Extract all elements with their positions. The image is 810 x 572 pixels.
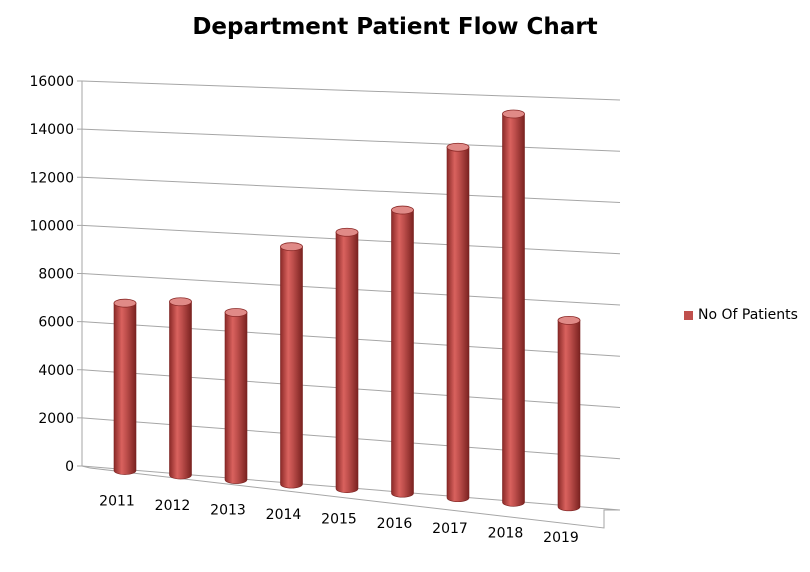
bar-top-2016 [391, 205, 414, 215]
bar-2013 [224, 312, 248, 484]
y-tick-label: 10000 [29, 218, 74, 234]
y-tick-label: 12000 [29, 170, 74, 186]
x-tick-label: 2019 [543, 530, 579, 546]
bar-2018 [502, 113, 525, 507]
chart-title: Department Patient Flow Chart [192, 14, 598, 40]
x-tick-label: 2015 [321, 512, 357, 528]
y-tick-label: 8000 [38, 267, 74, 283]
bar-2017 [446, 146, 470, 503]
x-tick-label: 2017 [432, 521, 468, 537]
gridline [81, 80, 621, 101]
bar-top-2017 [446, 142, 470, 152]
x-tick-label: 2014 [266, 507, 302, 523]
x-tick-label: 2016 [377, 516, 413, 532]
gridline [81, 176, 621, 203]
y-tick-label: 16000 [29, 74, 74, 90]
legend-swatch [684, 310, 693, 320]
bar-top-2013 [224, 308, 248, 317]
bar-2015 [335, 231, 359, 493]
x-tick-label: 2012 [155, 498, 191, 514]
x-tick-label: 2013 [210, 503, 246, 519]
bar-top-2011 [113, 298, 137, 308]
bar-top-2012 [169, 297, 192, 307]
y-tick-label: 4000 [38, 363, 74, 379]
bar-2016 [391, 209, 414, 498]
y-tick-label: 2000 [38, 411, 74, 427]
bar-top-2019 [557, 315, 581, 325]
x-tick-label: 2018 [488, 525, 524, 541]
y-tick-label: 0 [65, 459, 74, 475]
bar-top-2014 [280, 242, 303, 252]
y-tick-label: 6000 [38, 315, 74, 331]
gridline [81, 128, 621, 152]
bar-2012 [169, 301, 192, 480]
bar-2019 [557, 320, 581, 512]
x-tick-label: 2011 [99, 494, 135, 510]
floor-edge [89, 467, 620, 529]
legend: No Of Patients [684, 307, 798, 323]
bar-top-2018 [502, 109, 525, 119]
y-tick-label: 14000 [29, 122, 74, 138]
bar-2014 [280, 246, 303, 489]
bar-top-2015 [335, 227, 359, 237]
legend-label: No Of Patients [698, 307, 798, 323]
bar-2011 [113, 302, 137, 475]
